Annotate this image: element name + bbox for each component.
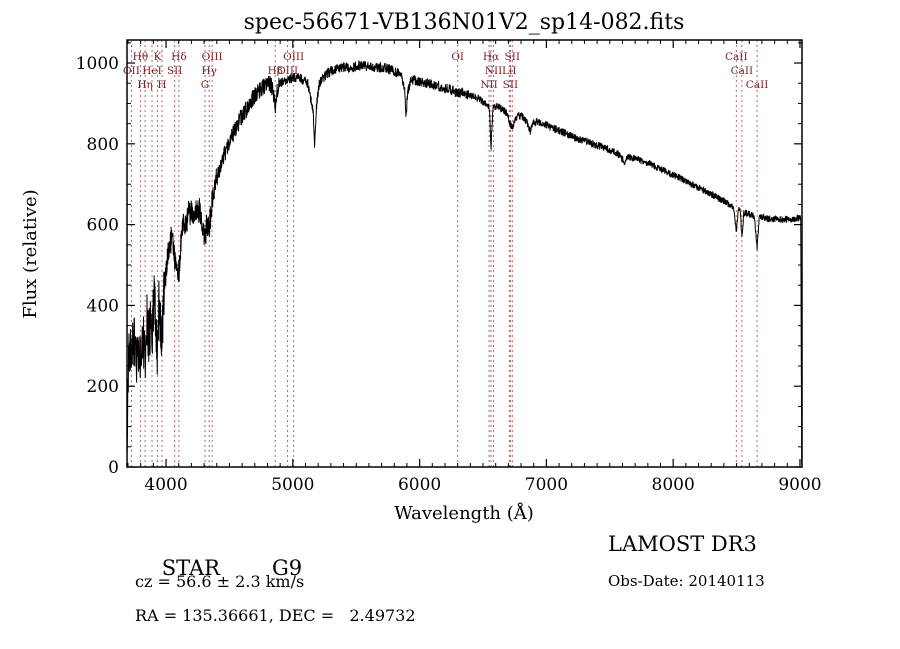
x-tick-label: 4000 [144, 475, 187, 495]
spectral-line-label: NII [485, 65, 502, 77]
obs-date: Obs-Date: 20140113 [608, 572, 765, 590]
axes: 4000 5000 6000 7000 8000 9000 0 200 400 600 800 100… [76, 39, 822, 495]
ra-dec-value: RA = 135.36661, DEC = 2.49732 [135, 606, 416, 625]
spectral-line-label: Hα [483, 51, 499, 63]
y-tick-label: 800 [87, 135, 119, 155]
spectral-line-label: NII [480, 79, 497, 91]
y-tick-label: 600 [87, 216, 119, 236]
classification-line: STAR G9 [135, 532, 302, 604]
x-tick-label: 6000 [398, 475, 441, 495]
survey-label: LAMOST DR3 [608, 532, 757, 556]
spectral-line-label: LiI [502, 65, 516, 77]
spectrum-line [126, 60, 803, 466]
y-tick-label: 1000 [76, 54, 119, 74]
x-tick-label: 8000 [652, 475, 695, 495]
spectrum [126, 60, 803, 466]
spectral-line-label: CaII [731, 65, 754, 77]
spectrum-chart: spec-56671-VB136N01V2_sp14-082.fits Wave… [20, 10, 822, 524]
y-tick-label: 400 [87, 296, 119, 316]
spectral-line-label: OIII [202, 51, 223, 63]
cz-value: cz = 56.6 ± 2.3 km/s [135, 572, 305, 591]
spectral-line-label: CaII [746, 79, 769, 91]
spectral-line-label: G [201, 79, 209, 91]
spectral-line-label: CaII [725, 51, 748, 63]
spectral-line-label: SII [167, 65, 183, 77]
x-tick-label: 9000 [778, 475, 821, 495]
spectral-line-label: Hδ [171, 51, 186, 63]
spectral-line-label: HeI [142, 65, 162, 77]
y-axis-label: Flux (relative) [20, 189, 41, 318]
spectral-line-label: Hβ [268, 65, 283, 77]
spectral-line-label: Hθ [133, 51, 148, 63]
x-axis-label: Wavelength (Å) [394, 502, 534, 524]
class-label: STAR [161, 556, 220, 580]
y-tick-label: 200 [87, 377, 119, 397]
spectral-line-label: OIII [277, 65, 298, 77]
spectral-line-label: H [157, 79, 166, 91]
spectral-line-label: SII [503, 79, 519, 91]
x-tick-label: 5000 [271, 475, 314, 495]
spectral-line-label: Hγ [201, 65, 216, 77]
subclass-label: G9 [271, 556, 303, 580]
x-tick-label: 7000 [525, 475, 568, 495]
spectral-line-label: OIII [283, 51, 304, 63]
spectral-line-markers [130, 40, 758, 467]
spectral-line-label: Hη [137, 79, 152, 91]
spectral-line-label: OII [123, 65, 140, 77]
spectral-line-label: OI [451, 51, 464, 63]
spectral-line-label: SII [505, 51, 521, 63]
spectral-line-label: K [154, 51, 162, 63]
chart-title: spec-56671-VB136N01V2_sp14-082.fits [244, 10, 685, 35]
y-tick-label: 0 [108, 458, 119, 478]
